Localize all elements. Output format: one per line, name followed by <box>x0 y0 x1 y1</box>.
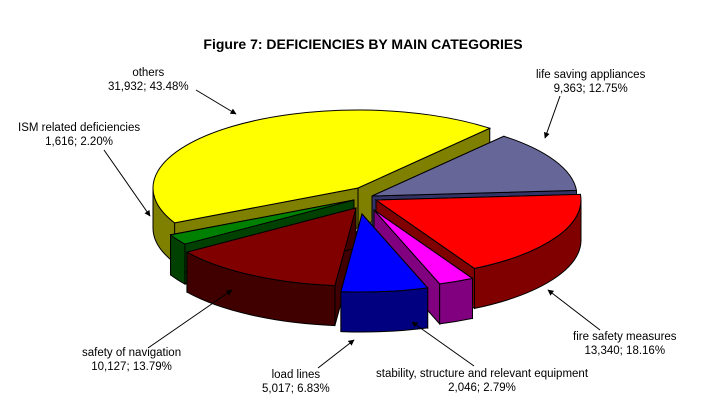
leader-line-fire-safety-measures <box>547 289 601 331</box>
label-safety-of-navigation: safety of navigation 10,127; 13.79% <box>82 346 181 374</box>
leader-lines <box>103 89 601 369</box>
slice-others <box>152 109 492 224</box>
label-load-lines: load lines 5,017; 6.83% <box>262 368 330 396</box>
leader-line-load-lines <box>317 339 355 369</box>
label-others: others 31,932; 43.48% <box>108 66 189 94</box>
slice-side-load-lines <box>340 287 429 333</box>
slice-ism-related-deficiencies <box>169 199 355 245</box>
label-stability-structure: stability, structure and relevant equipm… <box>376 367 588 395</box>
slice-life-saving-appliances <box>371 135 578 197</box>
label-ism-related: ISM related deficiencies 1,616; 2.20% <box>18 121 140 149</box>
leader-line-safety-of-navigation <box>147 289 233 349</box>
leader-line-others <box>195 89 237 115</box>
leader-line-stability-structure-and-relevant-equipment <box>411 321 475 367</box>
label-fire-safety-measures: fire safety measures 13,340; 18.16% <box>573 330 677 358</box>
label-load-lines-value: 5,017; 6.83% <box>262 383 330 395</box>
label-fire-safety-measures-value: 13,340; 18.16% <box>584 345 666 357</box>
slice-safety-of-navigation <box>185 207 357 287</box>
label-ism-related-value: 1,616; 2.20% <box>45 136 113 148</box>
label-load-lines-name: load lines <box>271 369 321 381</box>
label-life-saving-appliances-value: 9,363; 12.75% <box>553 83 628 95</box>
leader-line-ism-related-deficiencies <box>103 149 151 217</box>
leader-line-life-saving-appliances <box>543 95 561 139</box>
label-fire-safety-measures-name: fire safety measures <box>573 331 677 343</box>
label-others-name: others <box>132 67 165 79</box>
label-ism-related-name: ISM related deficiencies <box>18 122 141 134</box>
slice-fire-safety-measures <box>374 193 582 269</box>
slice-side-stability-structure-and-relevant-equipment <box>439 277 473 325</box>
slice-load-lines <box>340 212 429 293</box>
chart-title: Figure 7: DEFICIENCIES BY MAIN CATEGORIE… <box>203 36 523 52</box>
pie-tops <box>152 109 582 293</box>
label-safety-of-navigation-name: safety of navigation <box>82 347 182 359</box>
label-life-saving-appliances-name: life saving appliances <box>536 69 646 81</box>
label-life-saving-appliances: life saving appliances 9,363; 12.75% <box>536 68 645 96</box>
label-safety-of-navigation-value: 10,127; 13.79% <box>91 361 172 373</box>
slice-stability-structure-and-relevant-equipment <box>373 209 474 285</box>
label-stability-structure-name: stability, structure and relevant equipm… <box>376 368 589 380</box>
label-others-value: 31,932; 43.48% <box>108 81 189 93</box>
label-stability-structure-value: 2,046; 2.79% <box>448 382 516 394</box>
